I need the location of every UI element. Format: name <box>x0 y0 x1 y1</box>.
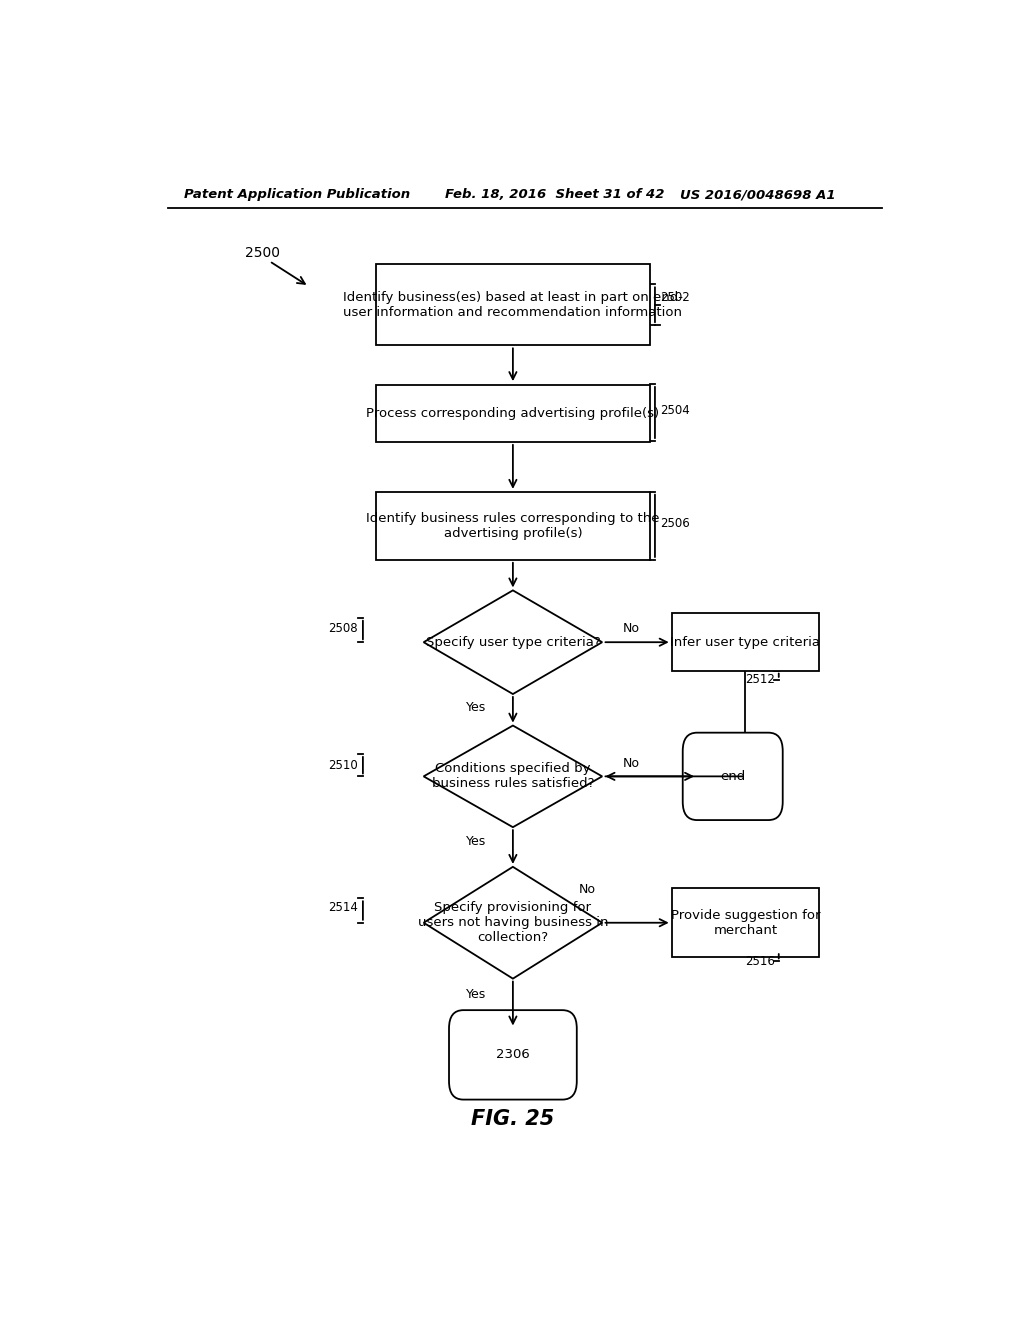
Text: Infer user type criteria: Infer user type criteria <box>671 636 820 648</box>
FancyBboxPatch shape <box>376 384 650 442</box>
FancyBboxPatch shape <box>376 264 650 346</box>
Polygon shape <box>424 590 602 694</box>
FancyBboxPatch shape <box>683 733 782 820</box>
Text: Conditions specified by
business rules satisfied?: Conditions specified by business rules s… <box>432 763 594 791</box>
Text: Specify user type criteria?: Specify user type criteria? <box>426 636 600 648</box>
Text: 2516: 2516 <box>745 954 775 968</box>
Text: 2504: 2504 <box>659 404 689 417</box>
Text: Process corresponding advertising profile(s): Process corresponding advertising profil… <box>367 407 659 420</box>
Polygon shape <box>424 726 602 828</box>
Text: 2508: 2508 <box>329 623 358 635</box>
Text: Provide suggestion for
merchant: Provide suggestion for merchant <box>671 908 820 937</box>
Text: 2510: 2510 <box>329 759 358 772</box>
Text: end: end <box>720 770 745 783</box>
Text: 2506: 2506 <box>659 517 689 529</box>
Text: FIG. 25: FIG. 25 <box>471 1109 555 1129</box>
Text: Patent Application Publication: Patent Application Publication <box>183 189 410 202</box>
Text: Yes: Yes <box>467 989 486 1002</box>
Text: 2512: 2512 <box>745 673 775 686</box>
FancyBboxPatch shape <box>672 888 819 957</box>
Text: Yes: Yes <box>467 836 486 847</box>
Text: No: No <box>624 623 640 635</box>
Text: No: No <box>579 883 596 896</box>
Text: 2502: 2502 <box>659 292 689 304</box>
Text: No: No <box>624 756 640 770</box>
FancyBboxPatch shape <box>449 1010 577 1100</box>
Text: 2306: 2306 <box>496 1048 529 1061</box>
Text: 2514: 2514 <box>329 902 358 913</box>
Text: Yes: Yes <box>467 701 486 714</box>
Polygon shape <box>424 867 602 978</box>
FancyBboxPatch shape <box>376 492 650 561</box>
Text: 2500: 2500 <box>246 246 281 260</box>
FancyBboxPatch shape <box>672 614 819 671</box>
Text: US 2016/0048698 A1: US 2016/0048698 A1 <box>680 189 836 202</box>
Text: Identify business(es) based at least in part on end-
user information and recomm: Identify business(es) based at least in … <box>343 290 683 318</box>
Text: Specify provisioning for
users not having business in
collection?: Specify provisioning for users not havin… <box>418 902 608 944</box>
Text: Feb. 18, 2016  Sheet 31 of 42: Feb. 18, 2016 Sheet 31 of 42 <box>445 189 665 202</box>
Text: Identify business rules corresponding to the
advertising profile(s): Identify business rules corresponding to… <box>367 512 659 540</box>
